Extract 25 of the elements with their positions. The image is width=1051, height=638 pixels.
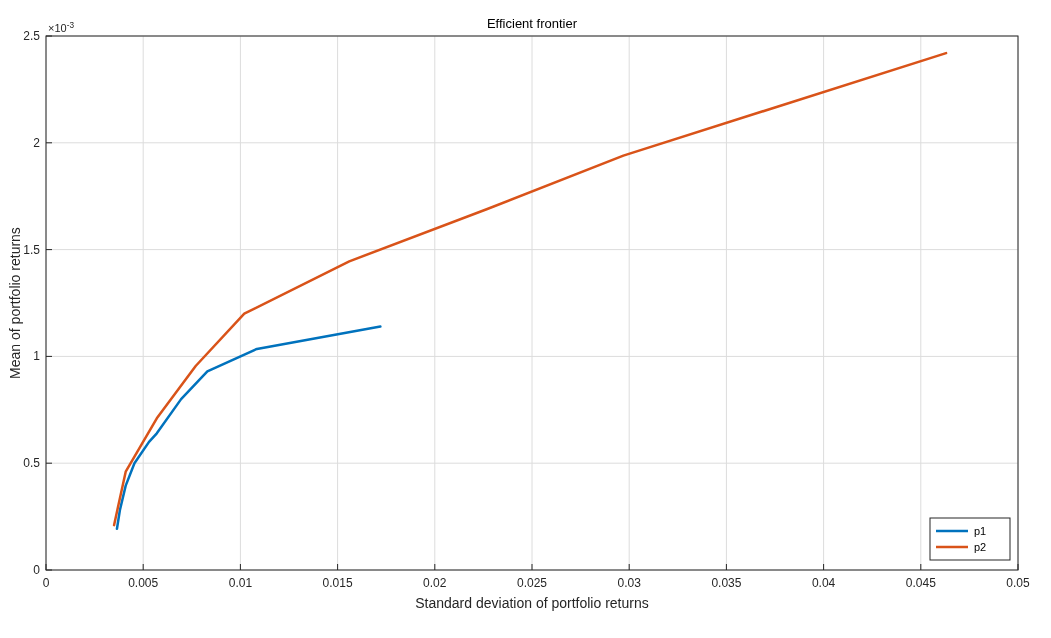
text: ×10$^{-3}$ <box>48 20 75 34</box>
x-tick-label: 0.05 <box>1006 576 1030 590</box>
x-tick-label: 0.02 <box>423 576 447 590</box>
y-tick-label: 2 <box>33 135 41 150</box>
x-tick-label: 0.045 <box>905 576 937 590</box>
y-tick-label: 1 <box>33 349 41 364</box>
y-tick-label: 0.5 <box>23 456 41 471</box>
y-axis-title: Mean of portfolio returns <box>7 227 23 379</box>
y-tick-label: 0 <box>33 563 41 577</box>
x-tick-label: 0.01 <box>228 576 253 590</box>
x-tick-label: 0.025 <box>516 576 548 590</box>
line-series <box>112 51 948 527</box>
x-tick-label: 0.005 <box>128 576 159 590</box>
x-tick-label: 0.015 <box>322 576 353 590</box>
legend-label: p2 <box>974 541 987 553</box>
x-tick-label: 0.03 <box>617 576 642 590</box>
line-series <box>115 325 382 531</box>
legend-label: p1 <box>974 525 987 537</box>
chart-title: Efficient frontier <box>486 16 578 31</box>
y-tick-label: 1.5 <box>23 242 41 257</box>
x-tick-label: 0 <box>42 576 50 590</box>
x-tick-label: 0.04 <box>811 576 836 590</box>
y-tick-label: 2.5 <box>23 29 41 43</box>
x-axis-title: Standard deviation of portfolio returns <box>415 595 649 611</box>
x-tick-label: 0.035 <box>711 576 742 590</box>
